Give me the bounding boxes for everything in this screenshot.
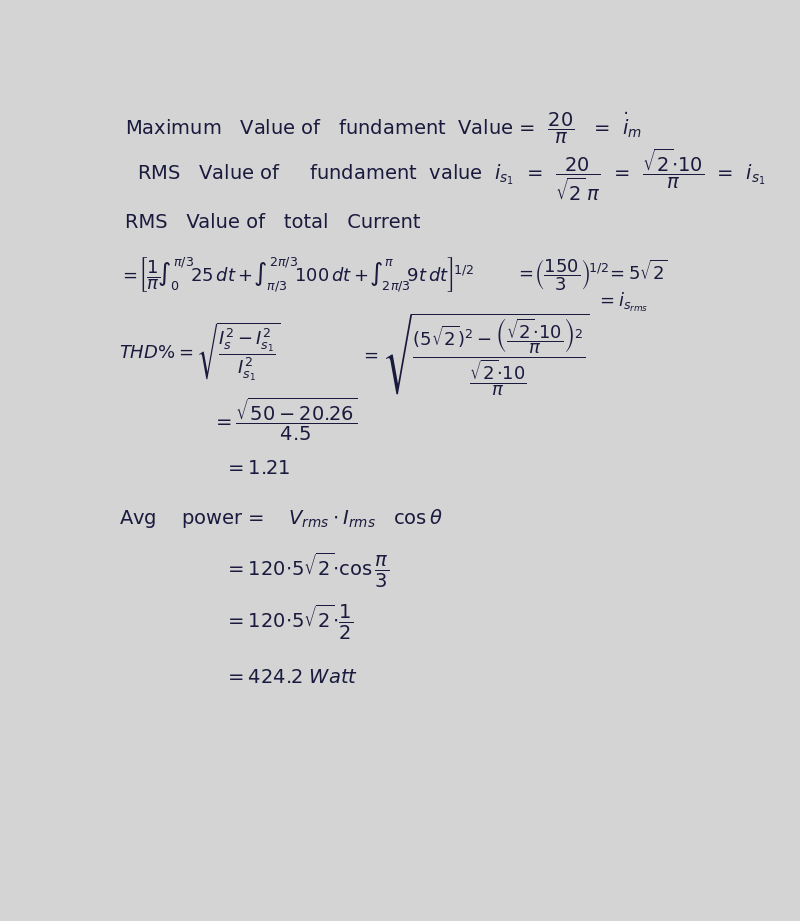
Text: $= \sqrt{\dfrac{(5\sqrt{2})^2 - \left(\dfrac{\sqrt{2}{\cdot}10}{\pi}\right)^2}{\: $= \sqrt{\dfrac{(5\sqrt{2})^2 - \left(\d… — [360, 312, 590, 399]
Text: $= 424.2 \ Watt$: $= 424.2 \ Watt$ — [224, 669, 358, 687]
Text: $= 120{\cdot} 5\sqrt{2} {\cdot} \dfrac{1}{2}$: $= 120{\cdot} 5\sqrt{2} {\cdot} \dfrac{1… — [224, 603, 353, 642]
Text: RMS   Value of   total   Current: RMS Value of total Current — [125, 213, 420, 232]
Text: RMS   Value of     fundament  value  $i_{s_1}$  =  $\dfrac{20}{\sqrt{2}\,\pi}$  : RMS Value of fundament value $i_{s_1}$ =… — [138, 146, 766, 203]
Text: $=\!\left(\dfrac{150}{3}\right)^{\!1/2}\!= 5\sqrt{2}$: $=\!\left(\dfrac{150}{3}\right)^{\!1/2}\… — [515, 257, 668, 293]
Text: $THD\% = \sqrt{\dfrac{I_s^{2} - I_{s_1}^{2}}{I_{s_1}^{2}}}$: $THD\% = \sqrt{\dfrac{I_s^{2} - I_{s_1}^… — [118, 321, 280, 383]
Text: $= 1.21$: $= 1.21$ — [224, 460, 290, 478]
Text: $= 120{\cdot} 5\sqrt{2} {\cdot} \cos\dfrac{\pi}{3}$: $= 120{\cdot} 5\sqrt{2} {\cdot} \cos\dfr… — [224, 551, 389, 589]
Text: Avg    power =    $V_{rms} \cdot I_{rms}$   $\cos\theta$: Avg power = $V_{rms} \cdot I_{rms}$ $\co… — [118, 507, 442, 530]
Text: $= i_{s_{rms}}$: $= i_{s_{rms}}$ — [596, 290, 648, 313]
Text: $=\!\left[\dfrac{1}{\pi}\!\int_{0}^{\pi/3}\!25\,dt + \!\int_{\pi/3}^{2\pi/3}\!10: $=\!\left[\dfrac{1}{\pi}\!\int_{0}^{\pi/… — [118, 255, 474, 295]
Text: $= \dfrac{\sqrt{50 - 20.26}}{4.5}$: $= \dfrac{\sqrt{50 - 20.26}}{4.5}$ — [211, 395, 358, 443]
Text: Maximum   Value of   fundament  Value =  $\dfrac{20}{\pi}$   =  $\dot{i}_m$: Maximum Value of fundament Value = $\dfr… — [125, 111, 642, 146]
